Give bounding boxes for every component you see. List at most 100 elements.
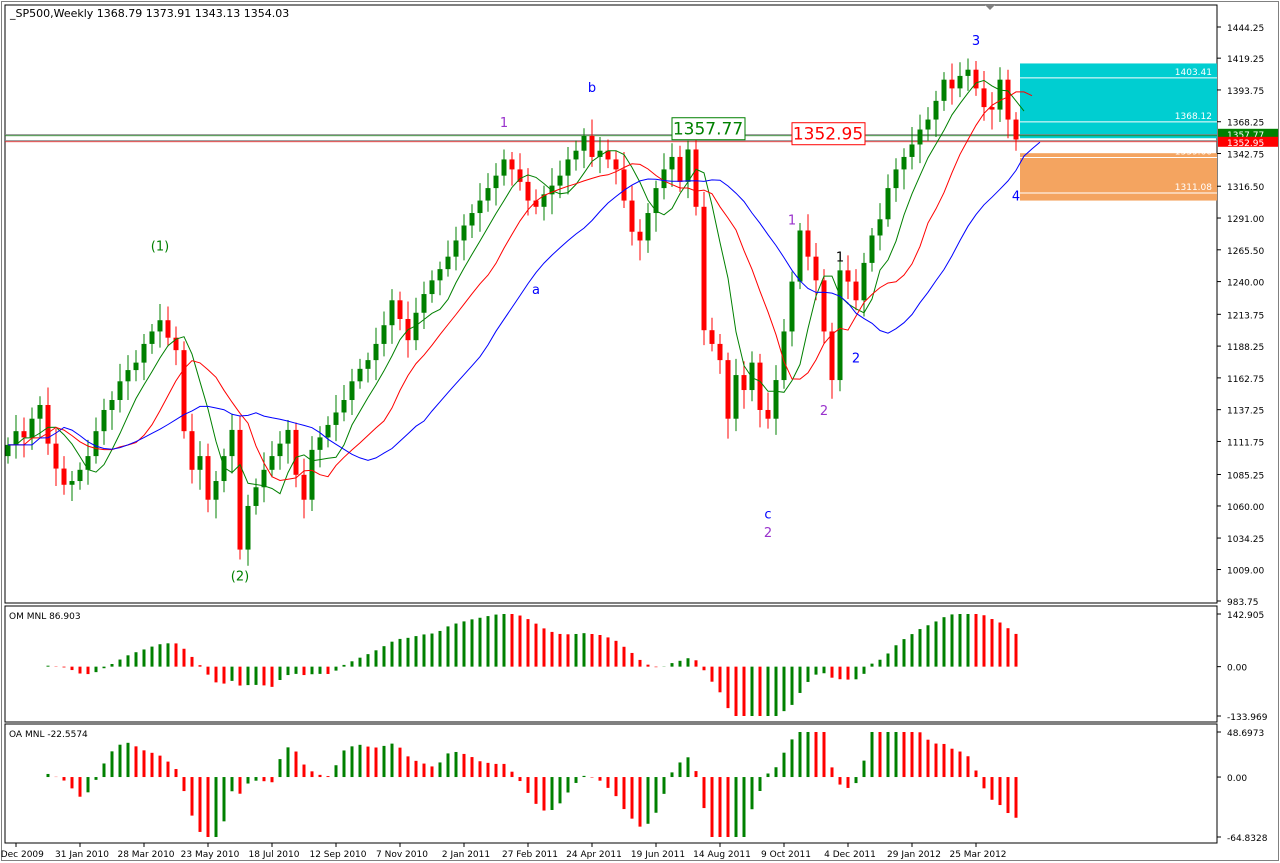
candle-bull <box>893 169 899 189</box>
price-tick-label: 1240.00 <box>1227 279 1264 289</box>
indicator-tick-label: 142.905 <box>1227 611 1264 621</box>
candle-bull <box>957 75 963 89</box>
oa-panel-frame <box>4 723 1218 844</box>
candle-bull <box>341 400 347 413</box>
candle-bull <box>29 418 35 438</box>
date-tick-label: 19 Jun 2011 <box>631 850 685 860</box>
candle-bull <box>5 444 11 457</box>
candle-bull <box>885 188 891 220</box>
candle-bull <box>229 429 235 457</box>
candle-bull <box>685 149 691 182</box>
price-axis-tag <box>1218 128 1278 139</box>
candle-bear <box>165 320 171 338</box>
candle-bull <box>245 505 251 550</box>
candle-bear <box>397 300 403 319</box>
indicator-name: OA MNL -22.5574 <box>9 730 88 740</box>
candle-bull <box>221 456 227 482</box>
candle-bear <box>949 79 955 89</box>
candle-bear <box>173 337 179 351</box>
indicator-tick-label: -133.969 <box>1227 713 1268 723</box>
date-tick-label: 14 Aug 2011 <box>693 850 751 860</box>
date-tick-label: 9 Oct 2011 <box>761 850 811 860</box>
price-tick-label: 1034.25 <box>1227 535 1264 545</box>
candle-bear <box>61 468 67 485</box>
candle-bull <box>149 331 155 344</box>
wave-label: 1 <box>500 116 508 131</box>
candle-bear <box>989 107 995 110</box>
candle-bull <box>13 431 19 445</box>
candle-bull <box>453 240 459 257</box>
candle-bull <box>269 456 275 470</box>
candle-bear <box>237 429 243 550</box>
date-tick-label: 31 Jan 2010 <box>55 850 109 860</box>
om-panel-frame <box>4 605 1218 723</box>
candle-bear <box>981 88 987 108</box>
candle-bull <box>669 156 675 170</box>
price-tag-box <box>791 122 866 146</box>
candle-bear <box>821 280 827 332</box>
candle-bull <box>557 175 563 186</box>
price-tick-label: 1009.00 <box>1227 567 1264 577</box>
candle-bull <box>349 381 355 401</box>
price-tick-label: 1085.25 <box>1227 471 1264 481</box>
candle-bull <box>77 469 83 482</box>
wave-label: 1 <box>788 213 796 228</box>
candle-bull <box>141 343 147 363</box>
candle-bull <box>501 159 507 176</box>
candle-bear <box>677 156 683 182</box>
main-panel-frame <box>4 4 1218 604</box>
candle-bull <box>373 343 379 361</box>
candle-bull <box>477 200 483 214</box>
candle-bear <box>293 429 299 475</box>
candle-bear <box>53 443 59 469</box>
candle-bull <box>429 280 435 295</box>
wave-label: (1) <box>151 239 169 254</box>
candle-bull <box>573 150 579 160</box>
candle-bull <box>157 320 163 332</box>
price-tick-label: 1213.75 <box>1227 311 1264 321</box>
wave-label: (2) <box>231 570 249 585</box>
candle-bull <box>789 281 795 332</box>
zone-box <box>1020 63 1217 139</box>
price-axis-tag-label: 1357.77 <box>1227 131 1264 141</box>
date-tick-label: 24 Apr 2011 <box>566 850 622 860</box>
zone-level-label: 1311.08 <box>1175 183 1212 193</box>
candle-bull <box>541 194 547 207</box>
candle-bull <box>965 69 971 76</box>
candle-bear <box>813 256 819 281</box>
candle-bear <box>525 181 531 201</box>
candle-bull <box>437 269 443 281</box>
price-axis-tag <box>1218 136 1278 147</box>
price-tick-label: 1368.25 <box>1227 119 1264 129</box>
price-tick-label: 1393.75 <box>1227 87 1264 97</box>
candle-bull <box>869 235 875 263</box>
date-tick-label: 12 Sep 2010 <box>309 850 366 860</box>
candle-bear <box>765 409 771 419</box>
candle-bull <box>877 219 883 236</box>
price-tick-label: 1060.00 <box>1227 503 1264 513</box>
date-tick-label: 4 Dec 2011 <box>824 850 876 860</box>
candle-bull <box>125 370 131 382</box>
wave-label: a <box>532 283 540 298</box>
ma-mid-line <box>8 91 1033 482</box>
price-tick-label: 1342.75 <box>1227 151 1264 161</box>
candle-bear <box>21 431 27 438</box>
zone-level-label: 1403.41 <box>1175 68 1212 78</box>
candle-bull <box>565 159 571 176</box>
price-tag-box <box>671 117 746 141</box>
candle-bear <box>301 474 307 500</box>
price-tick-label: 1265.50 <box>1227 247 1264 257</box>
candle-bull <box>461 225 467 241</box>
candle-bull <box>357 368 363 382</box>
date-tick-label: 7 Nov 2010 <box>376 850 428 860</box>
candle-bull <box>653 188 659 214</box>
candle-bull <box>37 404 43 419</box>
candle-bear <box>845 270 851 282</box>
date-tick-label: 28 Mar 2010 <box>117 850 174 860</box>
candle-bull <box>581 135 587 151</box>
candle-bear <box>621 169 627 201</box>
candle-bull <box>93 431 99 457</box>
candle-bear <box>725 360 731 419</box>
